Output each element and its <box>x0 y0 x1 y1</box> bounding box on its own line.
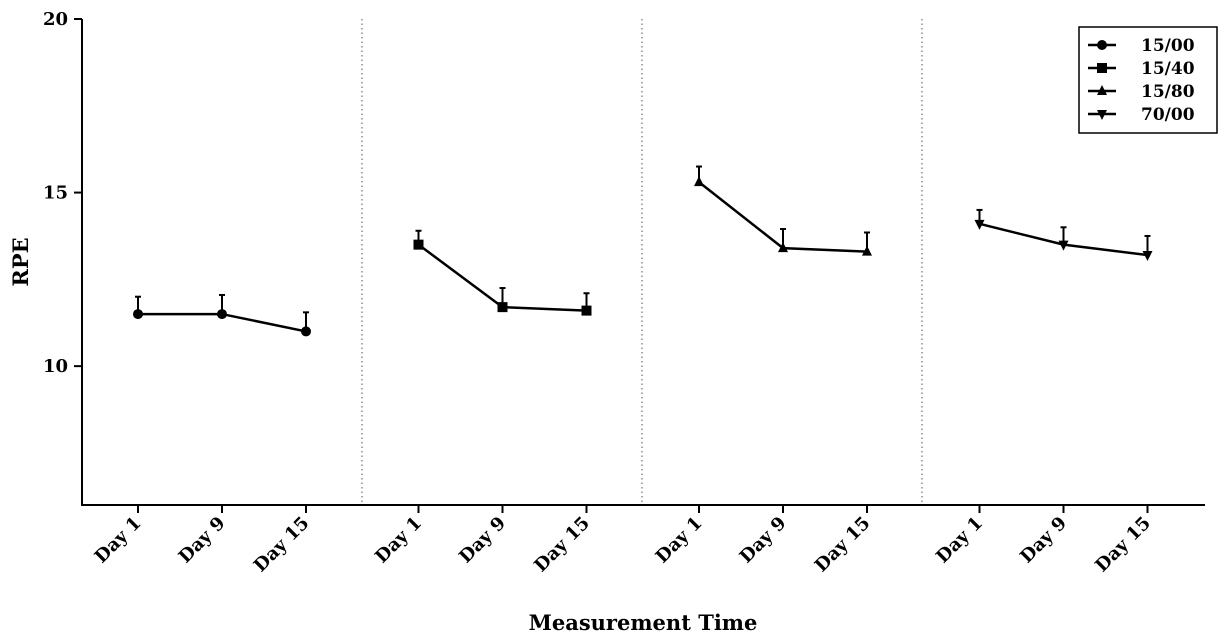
legend-entry-15-40: 15/40 <box>1088 59 1195 79</box>
legend-marker <box>1097 85 1107 95</box>
x-tick-label: Day 9 <box>455 513 510 568</box>
y-axis-title: RPE <box>8 237 33 286</box>
legend-entry-15-00: 15/00 <box>1088 36 1195 56</box>
x-tick-label: Day 9 <box>1016 513 1071 568</box>
x-tick-label: Day 15 <box>250 513 314 577</box>
x-axis-title: Measurement Time <box>529 610 758 635</box>
series-70-00 <box>974 208 1153 262</box>
data-point <box>497 302 508 313</box>
legend-marker <box>1097 40 1107 50</box>
group-separators <box>361 19 923 505</box>
axes <box>81 19 1205 506</box>
x-tick-label: Day 9 <box>175 513 230 568</box>
data-point <box>581 305 592 316</box>
legend-marker <box>1097 110 1107 120</box>
legend: 15/00 15/40 15/80 70/00 <box>1078 26 1218 134</box>
legend-entry-70-00: 70/00 <box>1088 105 1195 125</box>
series-15-40 <box>413 229 592 316</box>
data-point <box>694 176 704 187</box>
data-point <box>974 219 985 230</box>
x-tick-label: Day 9 <box>736 513 791 568</box>
x-tick-label: Day 1 <box>932 513 987 568</box>
x-tick-label: Day 15 <box>1091 513 1155 577</box>
plot-area <box>133 165 1153 337</box>
y-tick-label-15: 15 <box>43 183 68 204</box>
x-tick-label: Day 1 <box>652 513 707 568</box>
data-point <box>217 309 227 320</box>
x-ticks: Day 1 Day 9 Day 15 Day 1 Day 9 Day 15 Day 1 Day… <box>91 505 1155 576</box>
data-point <box>862 245 872 256</box>
legend-label: 15/80 <box>1141 82 1195 102</box>
legend-label: 70/00 <box>1141 105 1195 125</box>
data-point <box>1142 251 1153 262</box>
data-point <box>413 239 424 250</box>
x-tick-label: Day 1 <box>371 513 426 568</box>
data-point <box>1058 240 1069 251</box>
series-15-80 <box>694 165 872 256</box>
legend-entry-15-80: 15/80 <box>1088 82 1195 102</box>
y-tick-label-20: 20 <box>43 9 68 30</box>
y-ticks: 10 15 20 <box>43 9 82 377</box>
x-tick-label: Day 1 <box>91 513 146 568</box>
legend-label: 15/40 <box>1141 59 1195 79</box>
legend-label: 15/00 <box>1141 36 1195 56</box>
legend-marker <box>1097 63 1107 73</box>
x-tick-label: Day 15 <box>530 513 594 577</box>
data-point <box>778 242 788 253</box>
x-tick-label: Day 15 <box>811 513 875 577</box>
data-point <box>133 309 143 320</box>
y-tick-label-10: 10 <box>43 356 68 377</box>
series-15-00 <box>133 293 311 337</box>
data-point <box>301 326 311 337</box>
